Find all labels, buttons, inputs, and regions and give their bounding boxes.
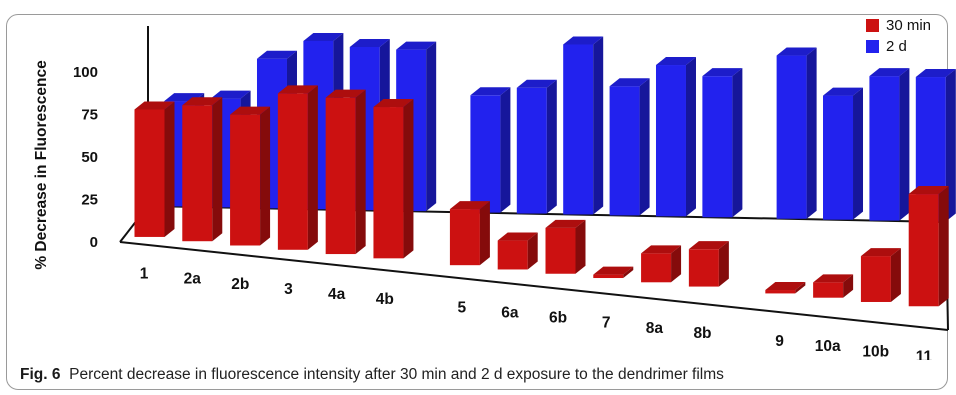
bar-30min <box>765 282 806 294</box>
bar-30min <box>134 101 175 237</box>
category-label: 4a <box>328 286 346 303</box>
bar-2d <box>869 68 910 221</box>
caption-text: Percent decrease in fluorescence intensi… <box>69 366 724 383</box>
category-labels: 1 2a 2b 3 4a 4b 5 6a 6b 7 8a 8b 9 10a 10b 11 <box>140 266 933 360</box>
bar-2d <box>776 47 817 219</box>
bar-2d <box>609 78 650 216</box>
category-label: 8b <box>693 325 711 342</box>
floor-front-line <box>119 241 949 331</box>
y-tick-label: 50 <box>81 149 98 166</box>
legend-label: 30 min <box>886 17 931 34</box>
category-label: 2a <box>184 271 202 288</box>
bar-2d <box>823 87 864 220</box>
category-label: 9 <box>775 333 784 350</box>
bar-30min <box>908 186 949 307</box>
bar-30min <box>373 99 414 259</box>
bar-2d <box>655 57 696 217</box>
bar-30min <box>449 201 490 266</box>
legend-swatch <box>866 40 879 53</box>
bar-2d <box>470 87 511 213</box>
bar-30min <box>182 97 223 242</box>
bar-30min <box>593 266 634 279</box>
bar-30min <box>860 248 901 302</box>
y-tick-label: 0 <box>90 234 98 251</box>
bar-2d <box>702 68 743 218</box>
figure-caption: Fig. 6 Percent decrease in fluorescence … <box>20 366 724 384</box>
category-label: 10b <box>862 343 889 360</box>
legend-label: 2 d <box>886 38 907 55</box>
bar-30min <box>545 219 586 274</box>
bar-2d <box>516 79 557 214</box>
bars <box>134 32 956 307</box>
bar-30min <box>230 106 271 246</box>
category-label: 8a <box>646 320 664 337</box>
bar-30min <box>497 232 538 270</box>
bar-30min <box>688 241 729 287</box>
y-ticks: 0 25 50 75 100 <box>73 64 98 251</box>
legend: 30 min 2 d <box>866 17 931 55</box>
category-label: 6b <box>549 310 567 327</box>
bar-30min <box>641 245 682 283</box>
category-label: 5 <box>457 299 466 316</box>
category-label: 11 <box>916 348 933 360</box>
bar-30min <box>813 274 854 298</box>
category-label: 4b <box>376 291 394 308</box>
legend-swatch <box>866 19 879 32</box>
category-label: 10a <box>815 338 841 355</box>
y-tick-label: 25 <box>81 192 98 209</box>
category-label: 2b <box>231 276 249 293</box>
caption-label: Fig. 6 <box>20 366 61 383</box>
category-label: 3 <box>284 281 293 298</box>
y-axis-label: % Decrease in Fluorescence <box>33 60 50 270</box>
category-label: 6a <box>501 304 519 321</box>
bar-2d <box>563 36 604 215</box>
bar-30min <box>325 89 366 255</box>
category-label: 1 <box>140 266 149 283</box>
category-label: 7 <box>602 315 611 332</box>
y-tick-label: 100 <box>73 64 98 81</box>
y-tick-label: 75 <box>81 107 98 124</box>
bar-30min <box>277 85 318 250</box>
